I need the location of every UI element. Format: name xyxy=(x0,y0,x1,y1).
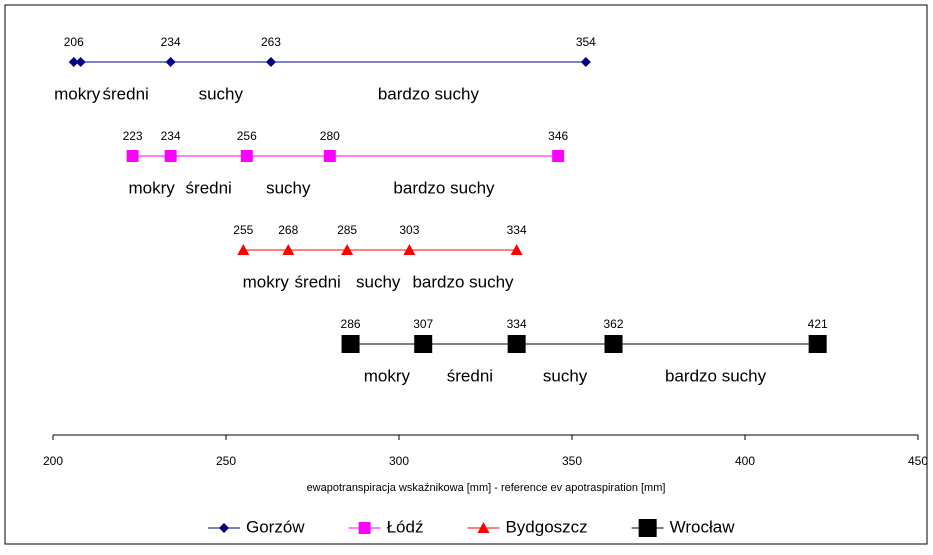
marker xyxy=(341,244,354,255)
marker xyxy=(552,150,565,162)
class-label: mokry xyxy=(364,366,411,385)
class-label: bardzo suchy xyxy=(378,84,480,103)
marker xyxy=(164,150,177,162)
value-label: 307 xyxy=(413,317,433,331)
x-tick-label: 200 xyxy=(43,454,63,468)
value-label: 256 xyxy=(237,129,257,143)
value-label: 303 xyxy=(399,223,419,237)
value-label: 421 xyxy=(808,317,828,331)
value-label: 268 xyxy=(278,223,298,237)
x-axis-label: ewapotranspiracja wskaźnikowa [mm] - ref… xyxy=(307,482,666,494)
class-label: suchy xyxy=(266,178,311,197)
x-tick-label: 400 xyxy=(735,454,755,468)
class-label: średni xyxy=(447,366,493,385)
marker xyxy=(403,244,416,255)
legend-label: Łódź xyxy=(387,517,424,536)
marker xyxy=(75,57,86,67)
marker xyxy=(580,57,591,67)
marker xyxy=(341,335,360,353)
class-label: mokry xyxy=(54,84,101,103)
marker xyxy=(240,150,253,162)
value-label: 206 xyxy=(64,35,84,49)
legend-marker xyxy=(358,522,371,534)
class-label: mokry xyxy=(243,272,290,291)
marker xyxy=(507,335,526,353)
marker xyxy=(126,150,139,162)
value-label: 285 xyxy=(337,223,357,237)
class-label: średni xyxy=(186,178,232,197)
value-label: 286 xyxy=(341,317,361,331)
value-label: 362 xyxy=(604,317,624,331)
class-label: mokry xyxy=(128,178,175,197)
marker xyxy=(414,335,433,353)
legend-label: Wrocław xyxy=(670,517,736,536)
marker xyxy=(604,335,623,353)
class-label: suchy xyxy=(199,84,244,103)
marker xyxy=(165,57,176,67)
marker xyxy=(323,150,336,162)
value-label: 334 xyxy=(507,317,527,331)
value-label: 354 xyxy=(576,35,596,49)
chart-frame xyxy=(4,4,928,545)
marker xyxy=(68,57,79,67)
value-label: 255 xyxy=(233,223,253,237)
legend-label: Bydgoszcz xyxy=(505,517,587,536)
class-label: bardzo suchy xyxy=(665,366,767,385)
x-tick-label: 350 xyxy=(562,454,582,468)
legend-marker xyxy=(477,522,490,533)
class-label: bardzo suchy xyxy=(412,272,514,291)
value-label: 334 xyxy=(507,223,527,237)
value-label: 223 xyxy=(123,129,143,143)
marker xyxy=(237,244,250,255)
legend-marker xyxy=(638,519,657,537)
marker xyxy=(808,335,827,353)
value-label: 234 xyxy=(161,129,181,143)
value-label: 234 xyxy=(161,35,181,49)
legend-label: Gorzów xyxy=(246,517,305,536)
class-label: bardzo suchy xyxy=(393,178,495,197)
legend-marker xyxy=(219,523,229,533)
value-label: 263 xyxy=(261,35,281,49)
x-tick-label: 250 xyxy=(216,454,236,468)
class-label: suchy xyxy=(356,272,401,291)
value-label: 280 xyxy=(320,129,340,143)
marker xyxy=(282,244,295,255)
value-label: 346 xyxy=(548,129,568,143)
x-tick-label: 300 xyxy=(389,454,409,468)
x-tick-label: 450 xyxy=(908,454,928,468)
class-label: średni xyxy=(103,84,149,103)
marker xyxy=(265,57,276,67)
class-label: suchy xyxy=(543,366,588,385)
marker xyxy=(510,244,523,255)
class-label: średni xyxy=(295,272,341,291)
